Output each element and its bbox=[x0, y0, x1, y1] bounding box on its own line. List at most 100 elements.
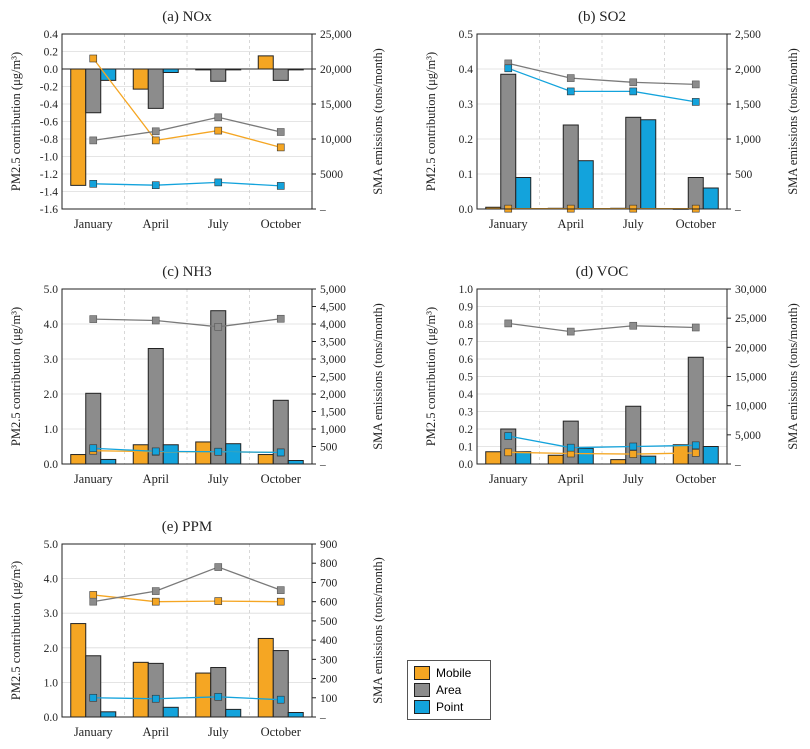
y-axis-label: PM2.5 contribution (μg/m³) bbox=[9, 307, 23, 446]
x-tick-label: January bbox=[74, 472, 114, 486]
y-tick-label: 0.3 bbox=[459, 407, 474, 419]
y-tick-label: 3.0 bbox=[44, 354, 59, 366]
bar-point bbox=[225, 443, 242, 465]
legend-swatch-point bbox=[414, 700, 430, 714]
emission-marker-area bbox=[89, 136, 98, 145]
y-tick-label: 0.0 bbox=[44, 712, 59, 724]
emission-marker-mobile bbox=[89, 591, 98, 599]
y-tick-label: 2.0 bbox=[44, 389, 59, 401]
y-axis-label: PM2.5 contribution (μg/m³) bbox=[424, 307, 438, 446]
y2-tick-label: 15,000 bbox=[735, 372, 767, 384]
legend-item-point: Point bbox=[414, 699, 463, 715]
y2-axis-label: SMA emissions (tons/month) bbox=[786, 48, 800, 195]
bar-area bbox=[625, 116, 642, 210]
y-tick-label: 0.1 bbox=[459, 442, 474, 454]
bar-point bbox=[162, 68, 179, 73]
y-tick-label: -0.8 bbox=[40, 134, 58, 146]
emission-line-point bbox=[93, 181, 281, 187]
y2-tick-label: 500 bbox=[320, 616, 338, 628]
emission-marker-area bbox=[629, 321, 638, 330]
y2-tick-label: 5000 bbox=[320, 169, 343, 181]
y-tick-label: 0.7 bbox=[459, 337, 474, 349]
chart-panel-1: (b) SO2 0.0 0.1 0.2 0.3 0.4 0.5 – 500 1,000 1,500 2… bbox=[424, 9, 800, 231]
emission-marker-area bbox=[89, 315, 98, 323]
y2-tick-label: 10,000 bbox=[320, 134, 352, 146]
y2-tick-label: 300 bbox=[320, 654, 338, 666]
y2-tick-label: 4,000 bbox=[320, 319, 346, 331]
chart-panel-3: (d) VOC 0.0 0.1 0.2 0.3 0.4 0.5 0.6 0.7 0.8 0.9 1.0… bbox=[424, 264, 800, 486]
emission-line-point bbox=[508, 67, 696, 103]
legend-label-mobile: Mobile bbox=[436, 666, 472, 680]
y-tick-label: -0.2 bbox=[40, 82, 58, 94]
bar-area bbox=[147, 68, 164, 109]
bar-area bbox=[147, 662, 164, 718]
y2-tick-label: 2,500 bbox=[735, 29, 761, 41]
y2-tick-label: 400 bbox=[320, 635, 338, 647]
emission-marker-mobile bbox=[214, 126, 223, 135]
emission-marker-point bbox=[504, 64, 513, 73]
y2-tick-label: 10,000 bbox=[735, 401, 767, 413]
chart-panel-0: (a) NOx -1.6 -1.4 -1.2 -1.0 -0.8 -0.6 -0.4 -0.2 0… bbox=[9, 9, 385, 231]
emission-marker-point bbox=[276, 448, 285, 457]
emission-marker-mobile bbox=[276, 597, 285, 606]
y-tick-label: 0.0 bbox=[44, 64, 59, 76]
emission-marker-area bbox=[214, 113, 223, 122]
bar-mobile bbox=[257, 637, 274, 718]
y2-tick-label: 1,500 bbox=[735, 99, 761, 111]
y2-tick-label: 20,000 bbox=[735, 342, 767, 354]
emission-marker-mobile bbox=[504, 448, 513, 457]
emission-marker-mobile bbox=[151, 136, 160, 145]
y-tick-label: 5.0 bbox=[44, 539, 59, 551]
emission-marker-area bbox=[151, 127, 160, 136]
bar-point bbox=[515, 177, 532, 210]
y-axis-label: PM2.5 contribution (μg/m³) bbox=[9, 52, 23, 191]
chart-title: (d) VOC bbox=[576, 264, 629, 280]
y-axis-label: PM2.5 contribution (μg/m³) bbox=[9, 561, 23, 700]
y-tick-label: 0.0 bbox=[459, 204, 474, 216]
y-tick-label: 0.3 bbox=[459, 99, 474, 111]
bar-point bbox=[225, 68, 242, 71]
bar-area bbox=[147, 348, 164, 465]
emission-marker-point bbox=[629, 442, 638, 451]
emission-marker-area bbox=[276, 586, 285, 594]
bar-point bbox=[287, 68, 304, 71]
y-tick-label: -1.6 bbox=[40, 204, 58, 216]
y-tick-label: 0.8 bbox=[459, 319, 474, 331]
x-tick-label: July bbox=[623, 217, 645, 231]
y-tick-label: 0.2 bbox=[459, 134, 474, 146]
y2-tick-label: 25,000 bbox=[320, 29, 352, 41]
bar-area bbox=[210, 310, 227, 465]
emission-marker-point bbox=[214, 447, 223, 456]
y-tick-label: 1.0 bbox=[44, 424, 59, 436]
x-tick-label: January bbox=[489, 472, 529, 486]
bar-mobile bbox=[485, 451, 502, 465]
emission-marker-point bbox=[566, 87, 575, 96]
bar-mobile bbox=[610, 459, 627, 465]
y2-axis-label: SMA emissions (tons/month) bbox=[786, 303, 800, 450]
bar-mobile bbox=[132, 661, 149, 718]
y-tick-label: 1.0 bbox=[44, 677, 59, 689]
bar-point bbox=[515, 451, 532, 465]
bar-point bbox=[162, 706, 179, 718]
emission-marker-mobile bbox=[691, 449, 700, 457]
bar-point bbox=[702, 446, 719, 465]
y2-tick-label: – bbox=[319, 459, 326, 471]
x-tick-label: October bbox=[261, 217, 302, 231]
emission-marker-area bbox=[566, 74, 575, 82]
y2-tick-label: 800 bbox=[320, 558, 338, 570]
emission-marker-area bbox=[691, 80, 700, 89]
emission-marker-point bbox=[214, 693, 223, 701]
bar-mobile bbox=[672, 444, 689, 465]
y-tick-label: 0.4 bbox=[44, 29, 59, 41]
y2-tick-label: 1,000 bbox=[735, 134, 761, 146]
y2-tick-label: 2,000 bbox=[320, 389, 346, 401]
y-tick-label: -0.4 bbox=[40, 99, 58, 111]
emission-marker-point bbox=[214, 178, 223, 187]
y2-tick-label: 600 bbox=[320, 597, 338, 609]
bar-area bbox=[562, 420, 579, 465]
y2-tick-label: 100 bbox=[320, 693, 338, 705]
y2-tick-label: 30,000 bbox=[735, 284, 767, 296]
bar-point bbox=[577, 447, 594, 465]
emission-line-point bbox=[508, 435, 696, 449]
